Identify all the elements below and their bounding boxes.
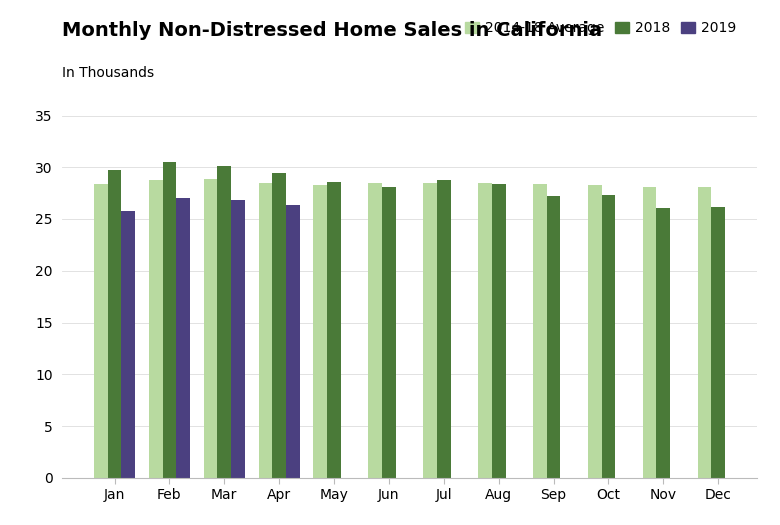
Bar — [218, 166, 231, 478]
Bar — [492, 184, 505, 478]
Bar — [94, 184, 108, 478]
Text: In Thousands: In Thousands — [62, 66, 154, 80]
Bar — [533, 184, 547, 478]
Bar — [382, 187, 395, 478]
Bar — [149, 180, 162, 478]
Bar — [231, 201, 245, 478]
Bar — [547, 196, 560, 478]
Bar — [478, 183, 492, 478]
Bar — [368, 183, 382, 478]
Bar — [176, 198, 190, 478]
Bar — [259, 183, 272, 478]
Bar — [327, 182, 341, 478]
Bar — [314, 185, 327, 478]
Bar — [711, 206, 725, 478]
Bar — [588, 185, 601, 478]
Bar — [643, 187, 657, 478]
Bar — [286, 205, 300, 478]
Bar — [162, 162, 176, 478]
Bar — [697, 187, 711, 478]
Bar — [424, 183, 437, 478]
Text: Monthly Non-Distressed Home Sales in California: Monthly Non-Distressed Home Sales in Cal… — [62, 21, 602, 40]
Bar — [204, 178, 218, 478]
Bar — [657, 207, 670, 478]
Bar — [122, 211, 135, 478]
Legend: 2014-18 Average, 2018, 2019: 2014-18 Average, 2018, 2019 — [466, 21, 736, 35]
Bar — [437, 180, 451, 478]
Bar — [601, 195, 615, 478]
Bar — [108, 170, 122, 478]
Bar — [272, 173, 286, 478]
